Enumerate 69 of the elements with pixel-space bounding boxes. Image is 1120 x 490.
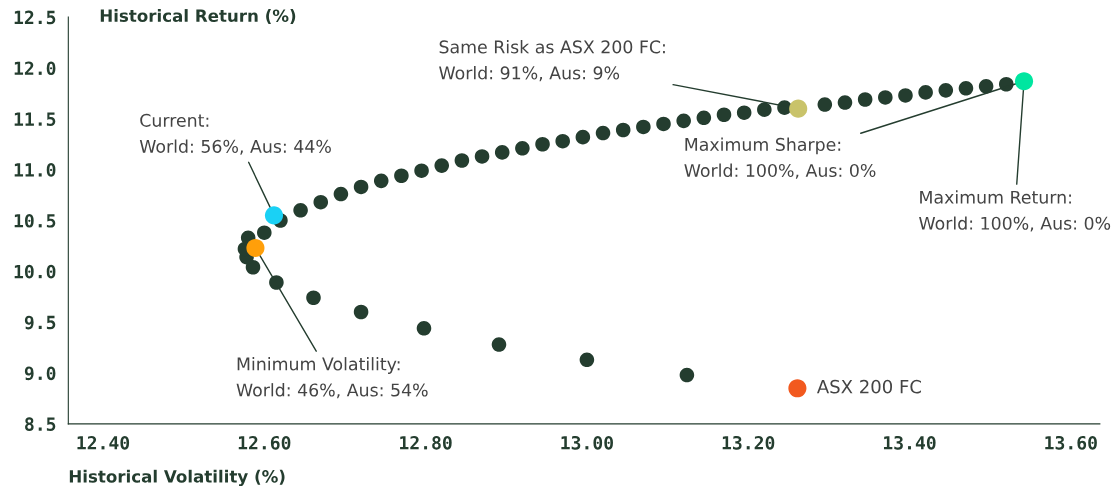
point	[615, 122, 631, 138]
point	[555, 133, 570, 149]
y-tick-label: 10.0	[14, 264, 56, 279]
point	[595, 125, 611, 141]
point	[789, 99, 808, 118]
point	[636, 119, 651, 135]
annotation: Minimum Volatility: World: 46%, Aus: 54%	[236, 357, 428, 399]
y-tick-label: 9.0	[24, 366, 56, 381]
y-tick-label: 10.5	[14, 213, 56, 228]
point	[757, 102, 772, 117]
point	[535, 136, 550, 152]
point	[394, 168, 409, 184]
point	[878, 90, 893, 105]
point	[454, 153, 470, 168]
x-tick-label: 13.00	[561, 435, 613, 450]
point	[817, 97, 833, 112]
point	[575, 129, 591, 145]
annotation: Maximum Return: World: 100%, Aus: 0%	[919, 190, 1111, 232]
y-tick-label: 12.0	[14, 61, 56, 76]
y-axis-title: Historical Return (%)	[100, 9, 296, 24]
point	[918, 85, 933, 100]
point	[656, 116, 671, 132]
point	[491, 337, 507, 352]
point	[313, 194, 329, 210]
annotation: Current: World: 56%, Aus: 44%	[139, 113, 331, 155]
annotation: Same Risk as ASX 200 FC: World: 91%, Aus: 9%	[439, 40, 665, 82]
point	[353, 179, 369, 195]
x-tick-label: 13.40	[883, 435, 936, 450]
y-tick-label: 9.5	[24, 315, 56, 330]
x-tick-label: 12.80	[400, 435, 452, 450]
point	[978, 79, 994, 94]
point	[676, 113, 691, 129]
point	[434, 158, 450, 173]
point	[416, 320, 432, 336]
y-tick-label: 8.5	[25, 417, 56, 431]
y-tick-label: 11.0	[14, 163, 56, 177]
x-tick-label: 12.40	[77, 435, 130, 450]
x-tick-label: 12.60	[238, 435, 291, 450]
point	[264, 206, 284, 225]
point	[696, 110, 712, 126]
point	[373, 173, 389, 189]
point	[938, 83, 954, 98]
point	[515, 141, 530, 156]
point	[958, 81, 974, 96]
series-label: ASX 200 FC	[816, 379, 921, 394]
point	[788, 379, 807, 398]
point	[579, 352, 595, 368]
point	[246, 238, 265, 258]
point	[679, 367, 695, 383]
x-axis-title: Historical Volatility (%)	[69, 469, 285, 487]
point	[333, 186, 349, 202]
point	[837, 95, 853, 110]
point	[306, 290, 321, 306]
point	[414, 163, 429, 178]
y-tick-label: 11.5	[14, 112, 56, 126]
point	[898, 88, 913, 103]
point	[736, 105, 752, 121]
point	[474, 149, 490, 164]
annotation: Maximum Sharpe: World: 100%, Aus: 0%	[684, 137, 876, 179]
point	[1014, 72, 1034, 91]
x-tick-label: 13.60	[1045, 435, 1097, 450]
point	[257, 225, 272, 240]
point	[494, 145, 510, 160]
point	[353, 304, 369, 320]
y-tick-label: 12.5	[14, 10, 56, 25]
point	[857, 92, 873, 107]
point	[716, 107, 732, 123]
point	[293, 203, 308, 218]
x-tick-label: 13.20	[722, 435, 775, 450]
